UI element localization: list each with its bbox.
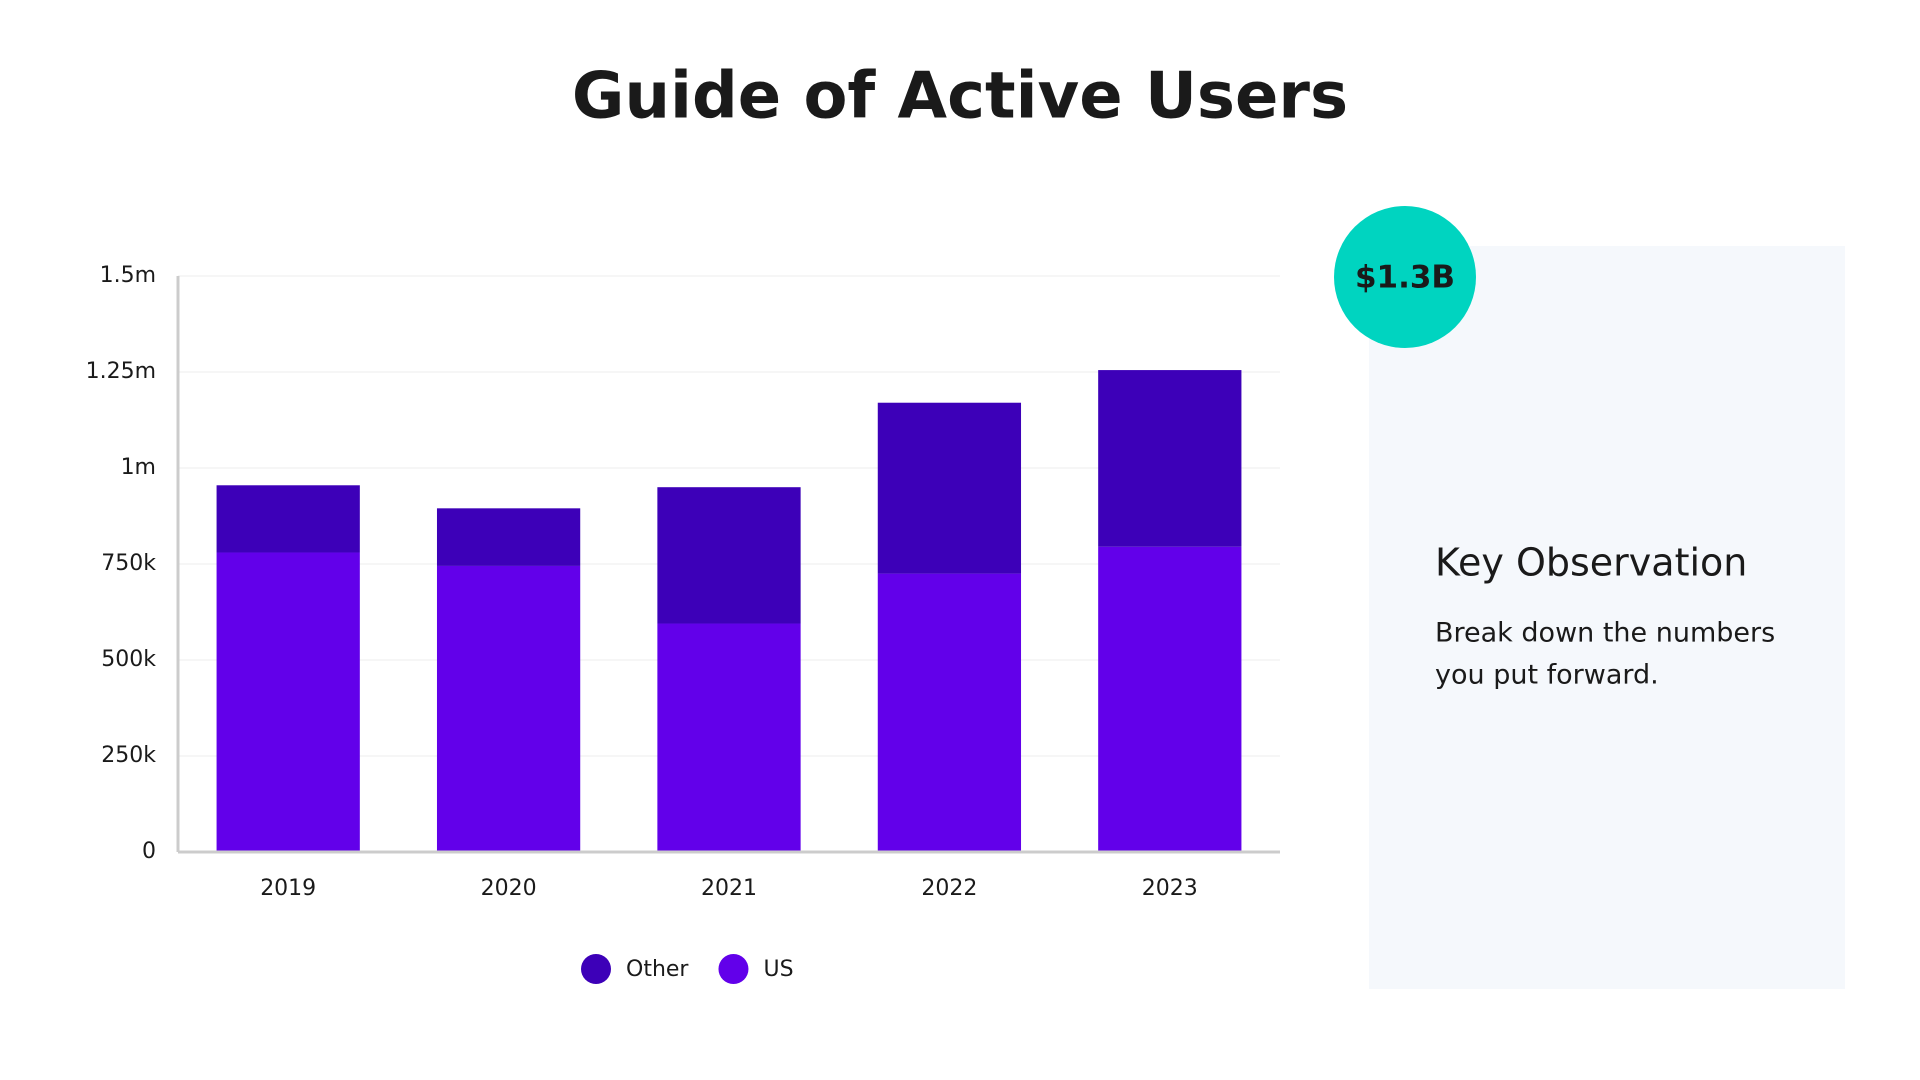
panel-heading: Key Observation <box>1435 541 1747 585</box>
x-tick-label: 2021 <box>701 876 757 901</box>
x-tick-label: 2019 <box>260 876 316 901</box>
panel-body: you put forward. <box>1435 660 1659 691</box>
bar-segment <box>216 485 360 553</box>
bar-segment <box>436 565 581 852</box>
panel-body: Break down the numbers <box>1435 618 1775 649</box>
y-tick-label: 500k <box>101 647 156 672</box>
bar-segment <box>436 508 581 566</box>
chart-title: Guide of Active Users <box>572 60 1348 134</box>
legend-swatch <box>581 954 611 984</box>
legend-label: US <box>763 957 793 982</box>
x-tick-label: 2022 <box>921 876 977 901</box>
legend-swatch <box>718 954 749 984</box>
bar-segment <box>1098 370 1242 547</box>
y-tick-label: 1m <box>121 455 156 480</box>
bar-segment <box>657 487 801 624</box>
bar-segment <box>657 623 801 852</box>
bar-segment <box>1098 546 1242 852</box>
badge-text: $1.3B <box>1355 260 1455 296</box>
y-tick-label: 1.25m <box>86 359 156 384</box>
x-tick-label: 2020 <box>481 876 537 901</box>
observation-panel <box>1369 246 1845 989</box>
x-tick-label: 2023 <box>1142 876 1198 901</box>
bar-segment <box>877 573 1022 852</box>
y-tick-label: 0 <box>142 839 156 864</box>
y-tick-label: 250k <box>101 743 156 768</box>
bar-segment <box>877 402 1022 574</box>
y-tick-label: 1.5m <box>100 263 156 288</box>
legend-label: Other <box>626 957 689 982</box>
bar-segment <box>216 552 360 852</box>
badge <box>1334 206 1476 348</box>
y-tick-label: 750k <box>101 551 156 576</box>
